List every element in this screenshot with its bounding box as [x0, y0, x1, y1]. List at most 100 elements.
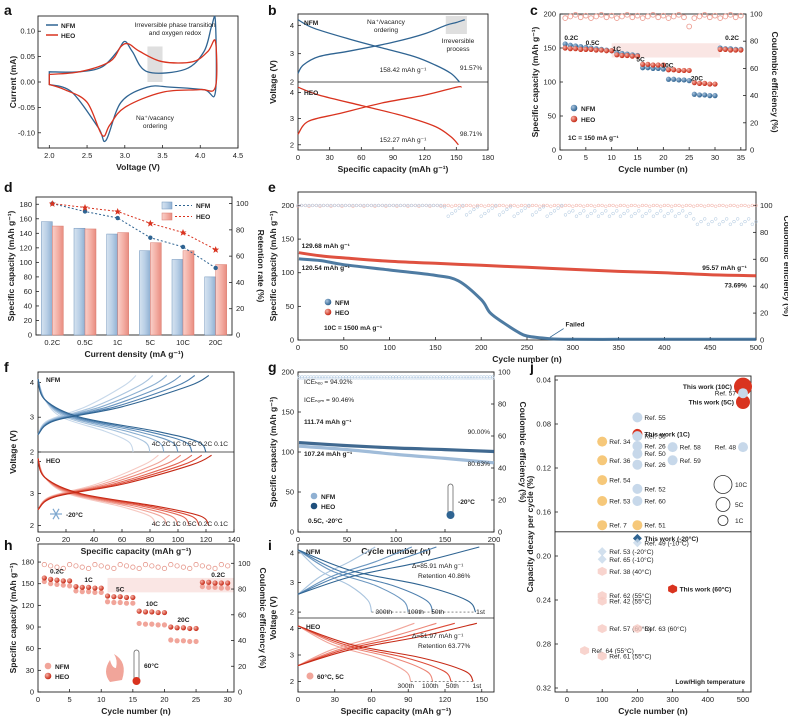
capacity-point-heo	[619, 52, 625, 59]
capacity-point-heo	[593, 47, 599, 53]
discharge-curve-heo	[37, 458, 179, 526]
ce-point-nfm	[395, 203, 399, 208]
x-tick-label: 100	[596, 695, 609, 704]
x-tick-label: 150	[439, 535, 452, 544]
capacity-point-nfm	[155, 622, 161, 628]
annotation-text: ordering	[374, 27, 399, 34]
x-tick-label: 20	[659, 153, 667, 162]
ce-point-heo	[479, 203, 483, 208]
legend-heo-label: HEO	[55, 674, 69, 681]
capacity-point-nfm	[104, 599, 111, 605]
capacity-point-nfm	[174, 638, 180, 644]
capacity-point-nfm	[92, 589, 98, 595]
y-tick-label: 0	[290, 528, 294, 537]
cycle-label: 300th	[375, 609, 392, 616]
ce-point-heo	[475, 203, 480, 208]
legend-heo-label: HEO	[61, 33, 75, 40]
capacity-point-nfm	[206, 584, 212, 590]
reference-label: Ref. 65 (-10°C)	[609, 556, 653, 564]
y2-tick-label: 60	[236, 252, 244, 261]
rate-note: 10C = 1500 mA g⁻¹	[324, 325, 382, 332]
capacity-point-heo	[738, 47, 744, 53]
ce-point-heo	[645, 13, 651, 20]
y-tick-label: 30	[26, 666, 34, 675]
ce-point-nfm	[593, 209, 597, 213]
ce-point-heo	[442, 203, 447, 208]
ce-point-nfm	[585, 214, 590, 218]
cycle-label: 300th	[398, 683, 415, 690]
y-tick-label: 0.00	[20, 78, 35, 87]
ce-point-heo	[571, 204, 575, 208]
x-tick-label: 140	[228, 535, 241, 544]
ce-point-heo	[665, 15, 672, 21]
decay-marker	[632, 538, 642, 548]
charge-curve-nfm	[297, 546, 437, 595]
ce-point-heo	[659, 204, 663, 208]
retention-dot-nfm	[115, 215, 120, 221]
y-tick-label: 3	[290, 114, 294, 123]
capacity-point-nfm	[123, 600, 130, 606]
legend-nfm-marker	[570, 104, 578, 112]
ce-point-heo	[703, 204, 707, 208]
capacity-point-heo	[676, 67, 682, 74]
y-tick-label: 0	[28, 331, 32, 340]
retention-star-heo	[48, 200, 56, 207]
ce-point-heo	[611, 203, 615, 208]
y2-tick-label: 100	[238, 559, 251, 568]
reference-label: Ref. 61 (55°C)	[609, 653, 651, 661]
ce-point-heo	[603, 14, 610, 21]
ce-point-nfm	[629, 214, 634, 218]
y-tick-label: 3	[290, 578, 294, 587]
y-tick-label: -0.05	[18, 103, 35, 112]
ce-point-nfm	[717, 222, 722, 226]
ce-point-heo	[670, 204, 674, 208]
decay-marker	[597, 624, 607, 634]
ce-point-heo	[48, 563, 54, 569]
discharge-curve-nfm	[297, 549, 434, 613]
y-tick-label: 3	[290, 651, 294, 660]
x-tick-label: 15	[633, 153, 641, 162]
decay-marker	[632, 441, 643, 451]
capacity-point-nfm	[136, 620, 142, 627]
discharge-curve-nfm	[297, 549, 373, 613]
y-axis-title: Voltage (V)	[268, 596, 278, 640]
ce-point-heo	[225, 563, 231, 569]
ce-point-nfm	[578, 211, 582, 216]
decay-marker	[632, 520, 643, 531]
capacity-point-heo	[48, 576, 54, 582]
ce-point-nfm	[439, 203, 443, 208]
x-tick-label: 400	[702, 695, 715, 704]
x-tick-label: 50	[340, 343, 348, 352]
ce-point-heo	[199, 563, 205, 569]
ce-point-heo	[123, 563, 130, 569]
annotation-text: 95.57 mAh g⁻¹	[702, 265, 747, 272]
y-tick-label: 0.28	[536, 640, 551, 649]
ce-point-nfm	[362, 203, 366, 208]
ce-point-heo	[648, 204, 652, 208]
ce-point-heo	[577, 14, 584, 21]
ce-point-heo	[619, 13, 625, 20]
capacity-point-heo	[660, 62, 666, 68]
ce-point-heo	[677, 203, 681, 208]
capacity-point-heo	[727, 47, 734, 53]
reference-label: Ref. 60	[644, 499, 666, 506]
y-tick-label: 50	[286, 302, 294, 311]
capacity-point-nfm	[54, 581, 60, 588]
panel-label: g	[268, 359, 277, 375]
ce-point-nfm	[615, 209, 619, 213]
ce-point-heo	[626, 204, 630, 208]
ce-point-heo	[714, 204, 718, 208]
y2-tick-label: 80	[498, 400, 506, 409]
ce-point-nfm	[545, 214, 549, 218]
x-tick-label: 60	[357, 153, 365, 162]
ce-point-heo	[468, 203, 472, 208]
y2-tick-label: 40	[236, 278, 244, 287]
capacity-point-heo	[130, 594, 136, 601]
panel-label: h	[4, 537, 13, 553]
x-tick-label: 30	[325, 153, 333, 162]
ce-point-heo	[684, 203, 689, 208]
cv-curve-heo	[48, 39, 218, 137]
ce-point-nfm	[505, 207, 509, 212]
ce-point-heo	[650, 12, 656, 18]
ce-point-heo	[691, 15, 698, 21]
